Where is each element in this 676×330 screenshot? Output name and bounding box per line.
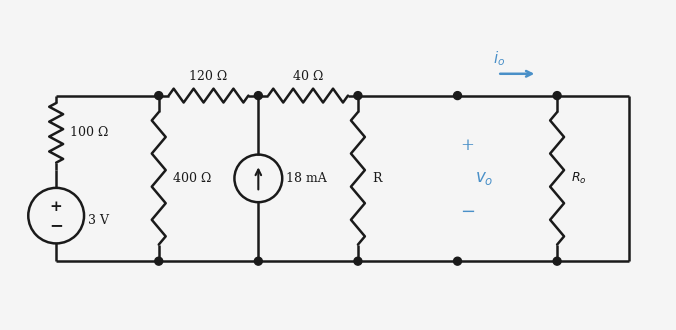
Circle shape [254,257,262,265]
Circle shape [155,92,163,100]
Circle shape [354,257,362,265]
Text: 3 V: 3 V [88,214,109,227]
Circle shape [254,92,262,100]
Text: −: − [49,217,63,234]
Text: $R_o$: $R_o$ [571,171,587,186]
Text: $v_o$: $v_o$ [475,169,494,187]
Text: +: + [50,200,63,214]
Text: 18 mA: 18 mA [286,172,327,185]
Text: 40 Ω: 40 Ω [293,70,323,83]
Circle shape [354,92,362,100]
Text: R: R [372,172,381,185]
Text: −: − [460,203,475,220]
Circle shape [155,257,163,265]
Text: +: + [460,137,475,154]
Circle shape [454,257,462,265]
Circle shape [454,92,462,100]
Text: 120 Ω: 120 Ω [189,70,228,83]
Text: 100 Ω: 100 Ω [70,126,108,139]
Text: 400 Ω: 400 Ω [172,172,211,185]
Text: $i_o$: $i_o$ [493,49,506,68]
Circle shape [553,257,561,265]
Circle shape [553,92,561,100]
